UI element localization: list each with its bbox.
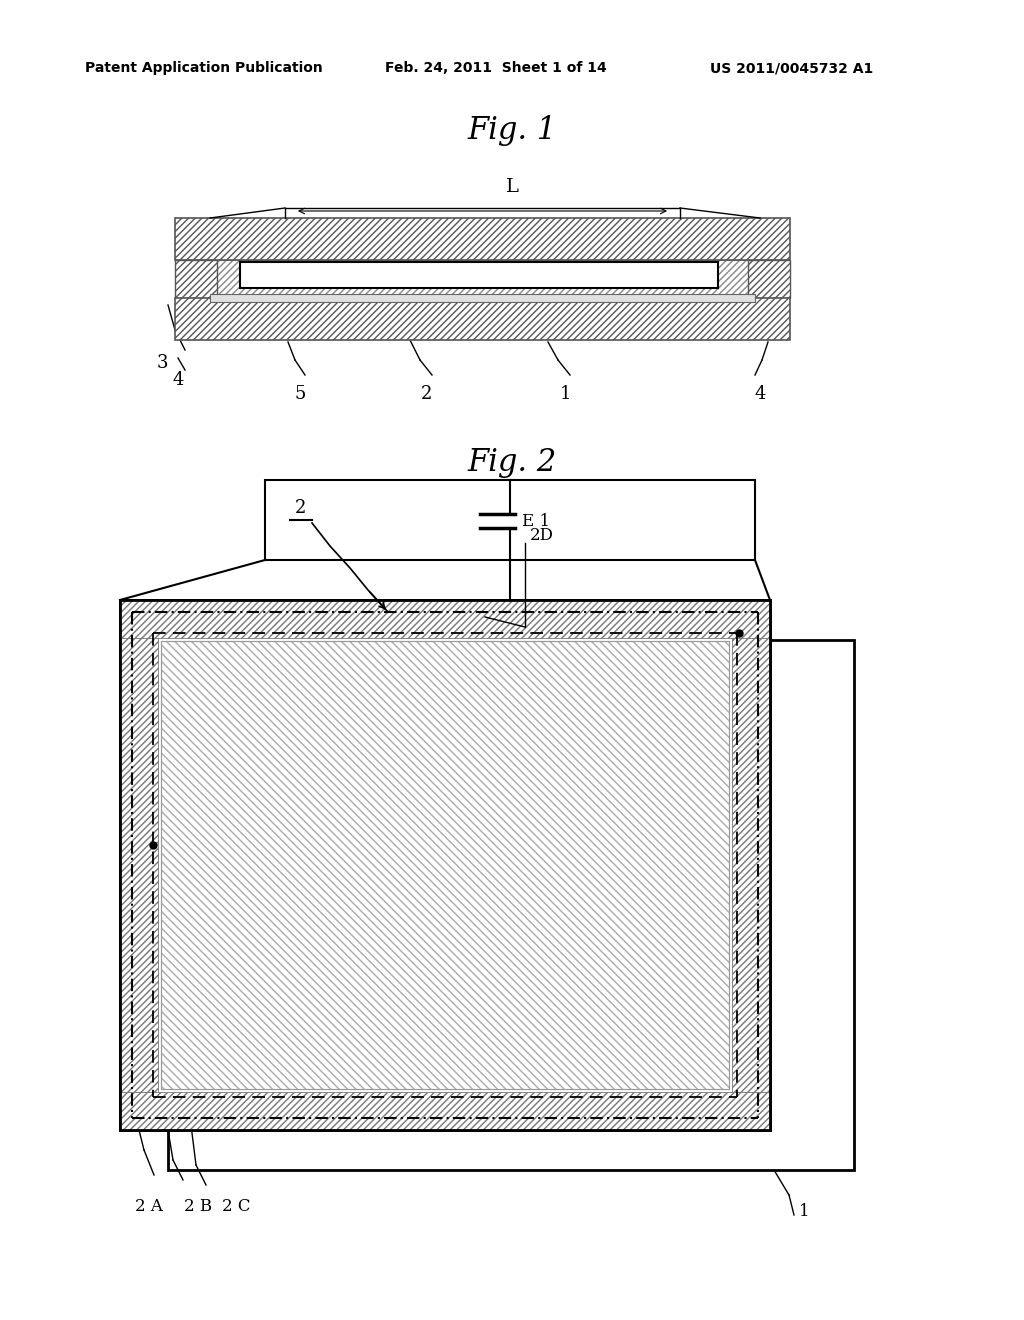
Text: L: L bbox=[506, 178, 518, 195]
Text: 4: 4 bbox=[755, 385, 766, 403]
Bar bbox=[210, 294, 755, 302]
Text: E 1: E 1 bbox=[522, 513, 550, 531]
Bar bbox=[161, 642, 729, 1089]
Text: 2 A: 2 A bbox=[135, 1199, 163, 1214]
Bar bbox=[161, 642, 729, 1089]
Bar bbox=[748, 260, 790, 298]
Bar bbox=[120, 1092, 770, 1130]
Bar bbox=[175, 218, 790, 260]
Bar bbox=[175, 260, 217, 298]
Bar bbox=[120, 638, 158, 1092]
Bar bbox=[240, 261, 718, 288]
Text: Patent Application Publication: Patent Application Publication bbox=[85, 61, 323, 75]
Bar bbox=[732, 638, 770, 1092]
Text: 4: 4 bbox=[172, 371, 183, 389]
Text: 2: 2 bbox=[421, 385, 433, 403]
Text: Fig. 2: Fig. 2 bbox=[467, 446, 557, 478]
Text: 2 B: 2 B bbox=[184, 1199, 212, 1214]
Bar bbox=[168, 640, 854, 1170]
Text: 1: 1 bbox=[559, 385, 570, 403]
Text: 1: 1 bbox=[799, 1203, 809, 1220]
Bar bbox=[175, 298, 790, 341]
Text: 2: 2 bbox=[294, 499, 306, 517]
Text: Fig. 1: Fig. 1 bbox=[467, 115, 557, 145]
Text: 2 C: 2 C bbox=[222, 1199, 250, 1214]
Bar bbox=[210, 260, 755, 298]
Text: 3: 3 bbox=[157, 354, 168, 372]
Text: 5: 5 bbox=[294, 385, 306, 403]
Bar bbox=[120, 601, 770, 1130]
Text: Feb. 24, 2011  Sheet 1 of 14: Feb. 24, 2011 Sheet 1 of 14 bbox=[385, 61, 607, 75]
Text: 2D: 2D bbox=[530, 527, 554, 544]
Bar bbox=[265, 480, 755, 560]
Bar bbox=[120, 601, 770, 1130]
Bar bbox=[120, 601, 770, 638]
Text: US 2011/0045732 A1: US 2011/0045732 A1 bbox=[710, 61, 873, 75]
